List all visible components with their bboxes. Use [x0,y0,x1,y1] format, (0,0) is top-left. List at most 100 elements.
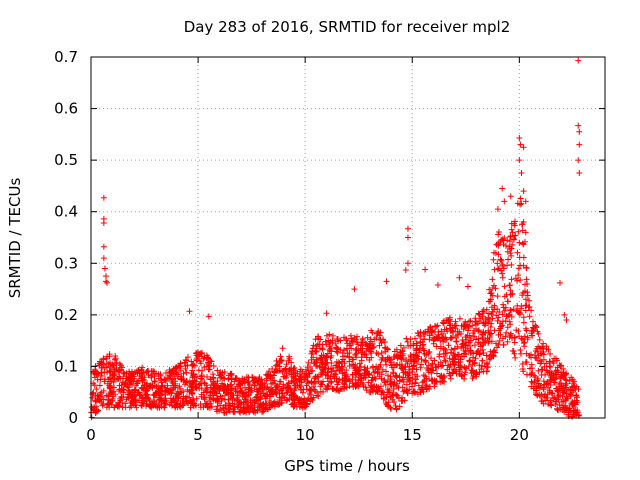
data-point [451,352,458,359]
x-tick-label: 5 [193,426,203,444]
data-point [351,334,358,341]
data-point [429,360,436,367]
data-point [381,376,388,383]
data-point [509,290,516,297]
data-point [379,366,386,373]
data-point [524,292,531,299]
data-point [421,331,428,338]
data-point [359,351,366,358]
data-point [139,385,146,392]
data-point [334,336,341,343]
data-point [410,362,417,369]
data-point [368,342,375,349]
data-point [476,369,483,376]
data-point [273,362,280,369]
data-point [302,372,309,379]
data-point [554,357,561,364]
data-point [107,363,114,370]
data-point [180,393,187,400]
data-point [416,332,423,339]
data-point [512,232,519,239]
data-point [104,380,111,387]
data-point [260,402,267,409]
data-point [318,359,325,366]
data-point [529,318,536,325]
data-point [170,384,177,391]
data-point [126,377,133,384]
data-point [387,376,394,383]
data-point [494,260,501,267]
data-point [528,371,535,378]
data-point [402,266,409,273]
data-point [358,357,365,364]
data-point [516,239,523,246]
data-point [292,372,299,379]
data-point [522,296,529,303]
data-point [516,134,523,141]
data-point [197,350,204,357]
data-point [315,373,322,380]
data-point [414,329,421,336]
data-point [399,366,406,373]
data-point [157,392,164,399]
data-point [436,333,443,340]
data-point [329,337,336,344]
data-point [346,383,353,390]
data-point [251,382,258,389]
data-point [368,354,375,361]
data-point [526,313,533,320]
data-point [454,343,461,350]
data-point [112,360,119,367]
data-point [272,390,279,397]
data-point [252,409,259,416]
data-point [424,385,431,392]
data-point [324,350,331,357]
data-point [517,276,524,283]
data-point [439,362,446,369]
data-point [575,386,582,393]
data-point [314,374,321,381]
data-point [508,226,515,233]
data-point [101,265,108,272]
data-point [532,354,539,361]
data-point [520,319,527,326]
data-point [447,334,454,341]
data-point [496,327,502,334]
data-point [181,359,188,366]
data-point [504,324,511,331]
data-point [200,394,207,401]
data-point [518,170,525,177]
data-point [464,332,471,339]
data-point [228,376,235,383]
data-point [198,353,205,360]
data-point [517,262,524,269]
data-point [523,276,530,283]
data-point [508,252,515,259]
data-point [521,238,528,245]
data-point [548,390,555,397]
data-point [172,380,179,387]
data-point [152,370,159,377]
data-point [428,355,435,362]
data-point [507,193,514,200]
data-point [217,402,224,409]
data-point [353,354,360,361]
data-point [458,372,465,379]
data-point [103,364,110,371]
data-point [151,373,158,380]
data-point [410,388,417,395]
data-point [420,329,427,336]
data-point [314,362,321,369]
data-point [311,379,318,386]
data-point [122,400,129,407]
data-point [467,317,474,324]
data-point [367,382,374,389]
data-point [95,396,102,403]
data-point [104,279,111,286]
data-point [563,390,570,397]
data-point [146,396,153,403]
data-point [279,390,286,397]
data-point [561,311,568,318]
data-point [398,365,405,372]
